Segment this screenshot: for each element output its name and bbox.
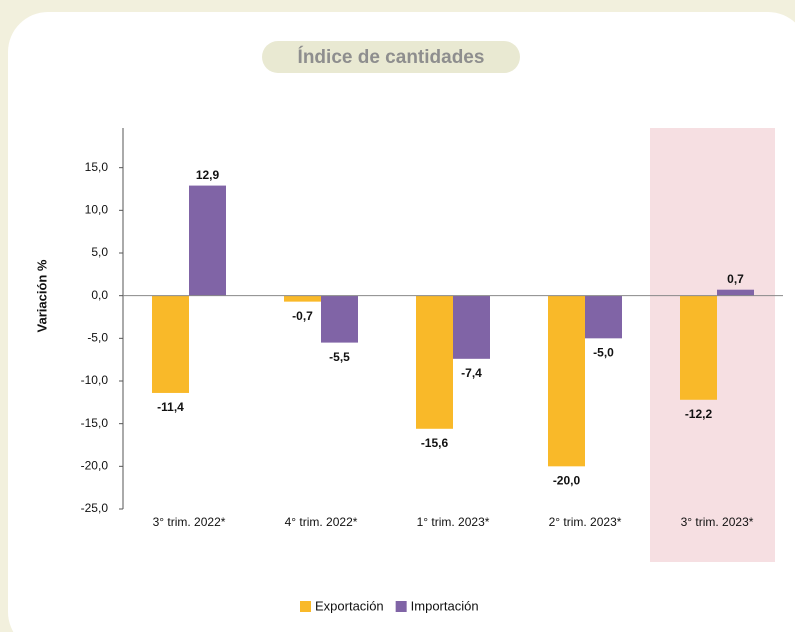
value-label: 12,9 <box>196 168 220 182</box>
value-label: -11,4 <box>157 400 184 414</box>
y-tick-label: -25,0 <box>81 501 109 515</box>
x-tick-label: 4° trim. 2022* <box>285 515 358 529</box>
value-label: -5,0 <box>593 346 614 360</box>
value-label: -0,7 <box>292 309 313 323</box>
value-label: -15,6 <box>421 436 449 450</box>
panel <box>8 12 795 632</box>
bar <box>453 295 490 359</box>
y-tick-label: 5,0 <box>91 245 108 259</box>
title-pill <box>262 41 520 73</box>
legend-label: Exportación <box>315 598 384 613</box>
bar <box>284 295 321 302</box>
bar <box>416 295 453 429</box>
bar <box>189 185 226 296</box>
y-tick-label: 10,0 <box>85 203 109 217</box>
bar <box>548 295 585 467</box>
legend-swatch <box>395 601 407 612</box>
y-tick-label: 0,0 <box>91 288 108 302</box>
value-label: -5,5 <box>329 350 350 364</box>
chart-title: Índice de cantidades <box>298 46 485 68</box>
y-tick-label: -10,0 <box>81 373 109 387</box>
x-tick-label: 3° trim. 2022* <box>153 515 226 529</box>
y-tick-label: 15,0 <box>85 160 109 174</box>
value-label: 0,7 <box>727 272 744 286</box>
value-label: -7,4 <box>461 366 482 380</box>
y-tick-label: -5,0 <box>87 331 108 345</box>
bar <box>717 289 754 296</box>
y-tick-label: -15,0 <box>81 416 109 430</box>
y-axis-label: Variación % <box>34 259 49 332</box>
bar <box>680 295 717 400</box>
x-tick-label: 2° trim. 2023* <box>549 515 622 529</box>
legend-label: Importación <box>411 598 479 613</box>
x-tick-label: 3° trim. 2023* <box>681 515 754 529</box>
value-label: -20,0 <box>553 474 581 488</box>
bar <box>152 295 189 393</box>
bar <box>321 295 358 343</box>
x-tick-label: 1° trim. 2023* <box>417 515 490 529</box>
value-label: -12,2 <box>685 407 713 421</box>
y-tick-label: -20,0 <box>81 459 109 473</box>
bar <box>585 295 622 339</box>
legend-swatch <box>300 601 311 612</box>
